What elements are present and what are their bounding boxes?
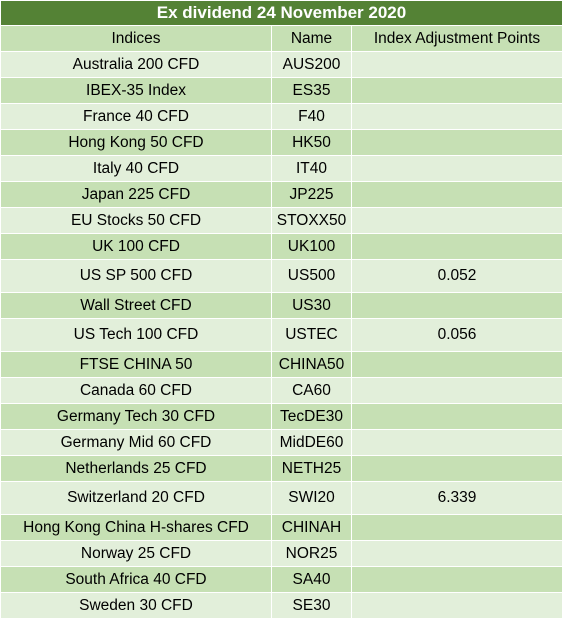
cell-index-name: Netherlands 25 CFD: [1, 456, 272, 482]
cell-index-name: Italy 40 CFD: [1, 156, 272, 182]
cell-index-name: France 40 CFD: [1, 104, 272, 130]
cell-adjustment-points: [352, 430, 562, 456]
cell-adjustment-points: [352, 541, 562, 567]
cell-index-name: South Africa 40 CFD: [1, 567, 272, 593]
cell-symbol: STOXX50: [272, 208, 352, 234]
cell-symbol: US30: [272, 293, 352, 319]
cell-symbol: TecDE30: [272, 404, 352, 430]
cell-index-name: Australia 200 CFD: [1, 52, 272, 78]
cell-index-name: Germany Mid 60 CFD: [1, 430, 272, 456]
cell-symbol: MidDE60: [272, 430, 352, 456]
cell-index-name: FTSE CHINA 50: [1, 352, 272, 378]
cell-index-name: Norway 25 CFD: [1, 541, 272, 567]
cell-adjustment-points: [352, 404, 562, 430]
cell-symbol: NOR25: [272, 541, 352, 567]
cell-adjustment-points: [352, 156, 562, 182]
cell-symbol: ES35: [272, 78, 352, 104]
cell-index-name: UK 100 CFD: [1, 234, 272, 260]
cell-index-name: Wall Street CFD: [1, 293, 272, 319]
title-row: Ex dividend 24 November 2020: [1, 1, 562, 26]
cell-adjustment-points: [352, 293, 562, 319]
cell-adjustment-points: [352, 378, 562, 404]
cell-adjustment-points: [352, 515, 562, 541]
header-row: Indices Name Index Adjustment Points: [1, 26, 562, 52]
column-header-name: Name: [272, 26, 352, 52]
cell-adjustment-points: [352, 352, 562, 378]
cell-symbol: CHINAH: [272, 515, 352, 541]
cell-index-name: Switzerland 20 CFD: [1, 482, 272, 515]
cell-symbol: HK50: [272, 130, 352, 156]
cell-adjustment-points: [352, 567, 562, 593]
column-header-adjustment-points: Index Adjustment Points: [352, 26, 562, 52]
cell-symbol: AUS200: [272, 52, 352, 78]
cell-symbol: USTEC: [272, 319, 352, 352]
cell-symbol: F40: [272, 104, 352, 130]
cell-index-name: Hong Kong 50 CFD: [1, 130, 272, 156]
cell-adjustment-points: [352, 456, 562, 482]
cell-index-name: US SP 500 CFD: [1, 260, 272, 293]
cell-index-name: Canada 60 CFD: [1, 378, 272, 404]
table-title: Ex dividend 24 November 2020: [1, 1, 562, 26]
cell-symbol: US500: [272, 260, 352, 293]
cell-symbol: UK100: [272, 234, 352, 260]
cell-symbol: CA60: [272, 378, 352, 404]
cell-adjustment-points: [352, 52, 562, 78]
cell-index-name: US Tech 100 CFD: [1, 319, 272, 352]
cell-index-name: Japan 225 CFD: [1, 182, 272, 208]
cell-adjustment-points: [352, 130, 562, 156]
cell-symbol: CHINA50: [272, 352, 352, 378]
cell-adjustment-points: [352, 78, 562, 104]
cell-index-name: Germany Tech 30 CFD: [1, 404, 272, 430]
cell-adjustment-points: [352, 104, 562, 130]
cell-adjustment-points: 6.339: [352, 482, 562, 515]
cell-adjustment-points: 0.052: [352, 260, 562, 293]
cell-index-name: Hong Kong China H-shares CFD: [1, 515, 272, 541]
cell-symbol: NETH25: [272, 456, 352, 482]
cell-symbol: SA40: [272, 567, 352, 593]
cell-index-name: EU Stocks 50 CFD: [1, 208, 272, 234]
column-header-indices: Indices: [1, 26, 272, 52]
cell-adjustment-points: 0.056: [352, 319, 562, 352]
cell-symbol: IT40: [272, 156, 352, 182]
cell-index-name: IBEX-35 Index: [1, 78, 272, 104]
cell-symbol: SWI20: [272, 482, 352, 515]
cell-symbol: JP225: [272, 182, 352, 208]
cell-adjustment-points: [352, 234, 562, 260]
cell-adjustment-points: [352, 182, 562, 208]
cell-adjustment-points: [352, 208, 562, 234]
